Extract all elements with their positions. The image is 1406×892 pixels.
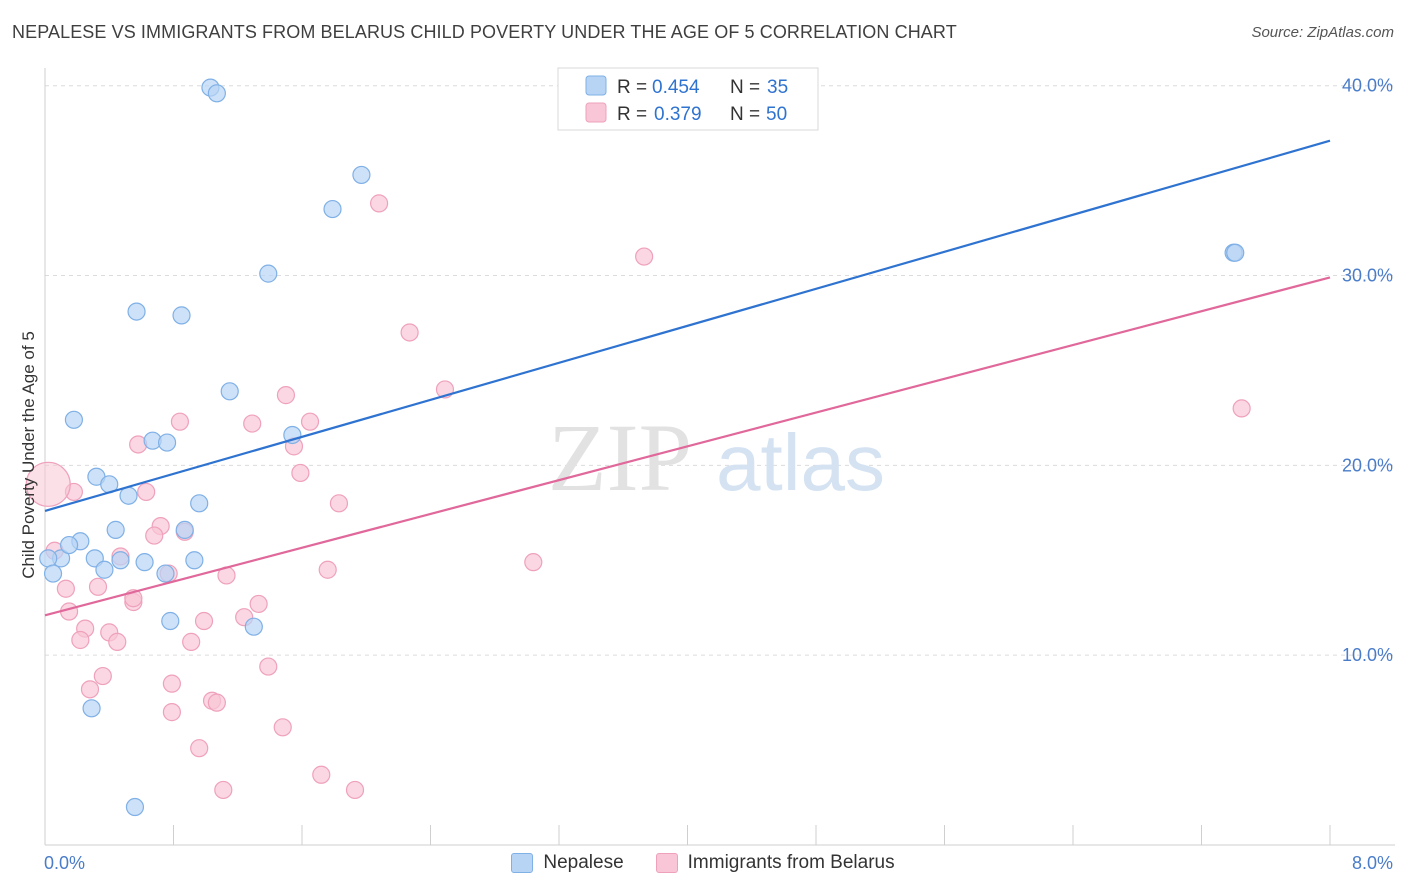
data-point [108,632,127,651]
legend-n-value: 35 [767,77,788,98]
data-point [127,302,146,321]
data-point [190,494,209,513]
series-nepalese-points [39,78,1245,817]
data-point [259,264,278,283]
legend-label-belarus: Immigrants from Belarus [687,852,895,873]
data-point [161,611,180,631]
legend-r-value: 0.454 [652,77,700,98]
data-point [93,666,112,686]
y-tick-label: 20.0% [1342,455,1393,475]
data-point [323,199,342,219]
data-point [635,247,654,266]
data-point [370,194,389,213]
data-point [182,632,201,651]
data-point [125,797,145,817]
data-point [207,693,226,712]
legend-label-nepalese: Nepalese [543,852,624,873]
data-point [64,410,84,429]
legend-swatch-belarus [585,102,607,123]
y-axis-label: Child Poverty Under the Age of 5 [19,331,38,579]
data-point [170,412,190,431]
data-point [185,551,204,570]
data-point [80,680,100,699]
data-point [157,433,177,452]
data-point [291,463,310,483]
legend-swatch-nepalese [511,853,534,873]
x-tick-label-min: 0.0% [44,853,85,873]
data-point [56,579,75,598]
data-point [106,520,125,539]
y-tick-label: 30.0% [1342,266,1393,286]
data-point [345,780,365,800]
legend-r-value: 0.379 [654,104,702,125]
stats-legend: R = 0.454 N = 35 R = 0.379 N = 50 [557,67,819,131]
y-tick-label: 10.0% [1342,645,1393,665]
trend-line [44,139,1331,512]
data-point [300,412,320,431]
legend-swatch-nepalese [585,75,607,96]
data-point [329,494,349,513]
data-point [135,553,154,572]
data-point [172,306,191,325]
data-point [273,718,292,737]
data-point [175,520,194,539]
data-point [25,461,71,507]
data-point [352,165,371,185]
data-point [1226,243,1245,262]
grid-lines [45,85,1395,656]
data-point [82,699,101,718]
data-point [276,386,296,405]
data-point [259,657,278,676]
data-point [145,526,164,545]
data-point [71,630,90,650]
data-point [88,577,108,596]
data-point [220,382,239,401]
legend-n-label: N = [730,104,760,125]
watermark-zip: ZIP [548,404,692,511]
trend-lines [44,139,1331,617]
data-point [194,611,214,631]
data-point [318,560,337,579]
data-point [400,323,419,342]
data-point [214,780,233,800]
data-point [312,765,331,784]
y-tick-labels: 10.0% 20.0% 30.0% 40.0% [1342,76,1393,665]
data-point [244,617,263,636]
data-point [95,560,114,579]
data-point [524,553,543,572]
legend-swatch-belarus [655,853,678,873]
data-point [243,414,262,433]
data-point [39,549,58,568]
data-point [162,703,181,722]
data-point [207,84,226,103]
data-point [137,482,156,502]
data-point [43,564,63,583]
data-point [1232,399,1251,418]
chart-title: NEPALESE VS IMMIGRANTS FROM BELARUS CHIL… [12,22,957,42]
data-point [156,564,175,583]
legend-item-belarus: Immigrants from Belarus [655,852,895,874]
source-label: Source: ZipAtlas.com [1251,24,1394,41]
data-point [59,535,79,555]
data-point [119,486,138,505]
data-point [162,674,181,693]
axes [44,68,1395,846]
legend-r-label: R = [617,104,647,125]
watermark-atlas: atlas [716,418,885,507]
watermark: ZIP atlas [548,404,885,511]
legend-n-label: N = [730,77,760,98]
legend-r-label: R = [617,77,647,98]
y-tick-label: 40.0% [1342,76,1393,96]
legend-item-nepalese: Nepalese [511,852,624,874]
data-point [190,739,209,758]
data-point [111,551,130,570]
legend-n-value: 50 [766,104,787,125]
x-tick-label-max: 8.0% [1352,853,1393,873]
series-belarus-points [25,194,1251,800]
trend-line [44,276,1331,617]
data-point [249,594,268,614]
series-legend: Nepalese Immigrants from Belarus [0,852,1406,874]
